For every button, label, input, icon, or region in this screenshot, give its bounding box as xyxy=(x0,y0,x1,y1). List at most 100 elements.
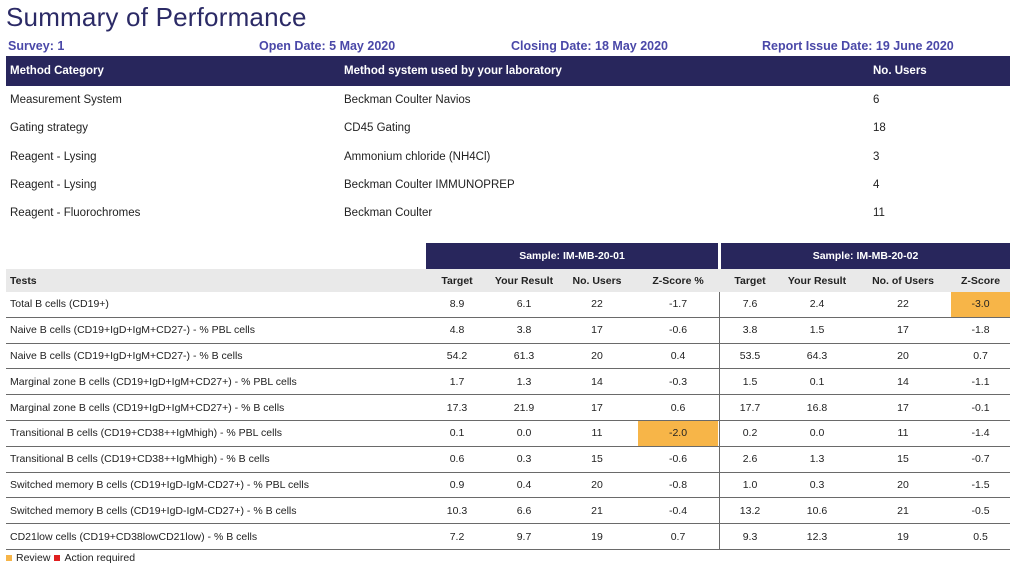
header-method-system: Method system used by your laboratory xyxy=(344,65,562,77)
target-2: 1.0 xyxy=(742,478,758,491)
target-1: 0.6 xyxy=(449,453,465,466)
your-result-2: 1.3 xyxy=(809,453,825,466)
target-2: 3.8 xyxy=(742,324,758,337)
sample-header-row: Sample: IM-MB-20-01 Sample: IM-MB-20-02 xyxy=(6,243,1010,269)
open-date: Open Date: 5 May 2020 xyxy=(259,39,396,53)
method-row: Gating strategy CD45 Gating 18 xyxy=(6,114,1010,142)
column-separator xyxy=(719,472,720,498)
target-1: 10.3 xyxy=(446,504,468,517)
no-users-2: 17 xyxy=(897,401,909,414)
zscore-1: -1.7 xyxy=(668,298,688,311)
method-users: 18 xyxy=(873,122,886,135)
your-result-1: 3.8 xyxy=(516,324,532,337)
your-result-1: 0.3 xyxy=(516,453,532,466)
your-result-1: 6.6 xyxy=(516,504,532,517)
column-separator xyxy=(719,343,720,369)
method-category: Reagent - Lysing xyxy=(10,150,97,163)
header-method-category: Method Category xyxy=(10,65,104,77)
target-2: 7.6 xyxy=(742,298,758,311)
review-swatch-icon xyxy=(6,555,12,561)
page-title: Summary of Performance xyxy=(6,2,307,32)
header-no-users: No. Users xyxy=(873,65,927,77)
target-1: 4.8 xyxy=(449,324,465,337)
your-result-2: 0.0 xyxy=(809,427,825,440)
test-name: Naive B cells (CD19+IgD+IgM+CD27-) - % B… xyxy=(10,349,243,362)
your-result-1: 61.3 xyxy=(513,349,535,362)
method-users: 6 xyxy=(873,94,880,107)
table-row: Switched memory B cells (CD19+IgD-IgM-CD… xyxy=(6,498,1010,525)
method-users: 11 xyxy=(873,207,885,220)
no-users-2: 19 xyxy=(897,530,909,543)
table-row: Marginal zone B cells (CD19+IgD+IgM+CD27… xyxy=(6,369,1010,396)
method-row: Measurement System Beckman Coulter Navio… xyxy=(6,86,1010,114)
no-users-2: 11 xyxy=(897,427,909,440)
sample-1-header: Sample: IM-MB-20-01 xyxy=(426,243,718,269)
test-name: Naive B cells (CD19+IgD+IgM+CD27-) - % P… xyxy=(10,324,255,337)
no-users-1: 20 xyxy=(591,478,603,491)
test-name: CD21low cells (CD19+CD38lowCD21low) - % … xyxy=(10,530,258,543)
target-2: 0.2 xyxy=(742,427,758,440)
no-users-2: 14 xyxy=(897,375,909,388)
method-table: Method Category Method system used by yo… xyxy=(6,56,1010,227)
test-name: Marginal zone B cells (CD19+IgD+IgM+CD27… xyxy=(10,375,297,388)
zscore-1: -0.6 xyxy=(668,324,688,337)
method-category: Reagent - Fluorochromes xyxy=(10,207,141,220)
test-name: Switched memory B cells (CD19+IgD-IgM-CD… xyxy=(10,478,309,491)
zscore-1: -0.6 xyxy=(668,453,688,466)
method-system: Ammonium chloride (NH4Cl) xyxy=(344,150,491,163)
your-result-2: 10.6 xyxy=(806,504,828,517)
table-row: Marginal zone B cells (CD19+IgD+IgM+CD27… xyxy=(6,395,1010,421)
no-users-1: 17 xyxy=(591,401,603,414)
your-result-2: 16.8 xyxy=(806,401,828,414)
survey-label: Survey: 1 xyxy=(8,39,65,53)
table-row: Naive B cells (CD19+IgD+IgM+CD27-) - % P… xyxy=(6,317,1010,344)
no-users-2: 21 xyxy=(897,504,909,517)
report-issue-date: Report Issue Date: 19 June 2020 xyxy=(762,39,954,53)
your-result-2: 1.5 xyxy=(809,324,825,337)
zscore-1: -0.4 xyxy=(668,504,688,517)
closing-date: Closing Date: 18 May 2020 xyxy=(511,39,669,53)
target-2: 1.5 xyxy=(742,375,758,388)
table-row: Switched memory B cells (CD19+IgD-IgM-CD… xyxy=(6,472,1010,499)
no-users-1: 17 xyxy=(591,324,603,337)
sample-2-header: Sample: IM-MB-20-02 xyxy=(721,243,1010,269)
action-required-swatch-icon xyxy=(54,555,61,561)
method-row: Reagent - Lysing Ammonium chloride (NH4C… xyxy=(6,143,1010,171)
col-your-result-1: Your Result xyxy=(494,274,554,287)
target-1: 7.2 xyxy=(449,530,465,543)
zscore-2: -1.4 xyxy=(971,427,990,440)
col-no-users-1: No. Users xyxy=(572,274,622,287)
table-row: Total B cells (CD19+) 8.9 6.1 22 -1.7 7.6 2.4 2… xyxy=(6,292,1010,318)
zscore-2: 0.5 xyxy=(973,530,988,543)
legend-action-required: Action required xyxy=(64,552,136,564)
target-1: 54.2 xyxy=(446,349,468,362)
your-result-1: 0.4 xyxy=(516,478,532,491)
target-1: 0.1 xyxy=(449,427,465,440)
column-separator xyxy=(719,395,720,420)
test-name: Transitional B cells (CD19+CD38++IgMhigh… xyxy=(10,453,270,466)
method-users: 4 xyxy=(873,179,880,192)
target-2: 13.2 xyxy=(739,504,761,517)
zscore-2: -0.7 xyxy=(971,453,990,466)
no-users-1: 11 xyxy=(591,427,603,440)
zscore-2: -1.8 xyxy=(971,324,990,337)
your-result-1: 9.7 xyxy=(516,530,532,543)
target-1: 1.7 xyxy=(449,375,465,388)
your-result-2: 0.1 xyxy=(809,375,825,388)
zscore-2: -1.5 xyxy=(971,478,990,491)
zscore-2: 0.7 xyxy=(973,349,988,362)
target-1: 8.9 xyxy=(449,298,465,311)
target-2: 17.7 xyxy=(739,401,761,414)
table-row: CD21low cells (CD19+CD38lowCD21low) - % … xyxy=(6,524,1010,550)
col-target-2: Target xyxy=(734,274,766,287)
your-result-2: 2.4 xyxy=(809,298,825,311)
legend: Review Action required xyxy=(6,552,135,564)
zscore-2: -3.0 xyxy=(951,292,1010,317)
method-users: 3 xyxy=(873,150,880,163)
column-separator xyxy=(719,369,720,395)
results-table: Sample: IM-MB-20-01 Sample: IM-MB-20-02 … xyxy=(6,243,1010,550)
test-name: Switched memory B cells (CD19+IgD-IgM-CD… xyxy=(10,504,297,517)
no-users-1: 20 xyxy=(591,349,603,362)
column-separator xyxy=(719,292,720,317)
column-separator xyxy=(719,317,720,343)
